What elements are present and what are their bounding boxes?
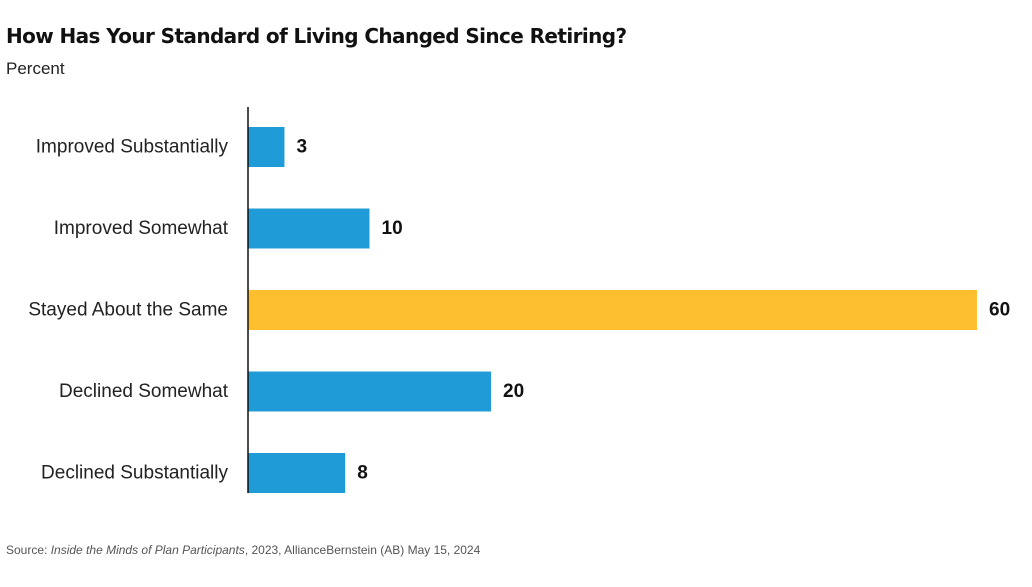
category-label-improved-somewhat: Improved Somewhat — [54, 218, 229, 239]
category-label-improved-substantially: Improved Substantially — [36, 137, 229, 158]
bars — [248, 127, 977, 493]
chart-title: How Has Your Standard of Living Changed … — [6, 24, 627, 48]
chart-subtitle: Percent — [6, 59, 65, 78]
source-publication: Inside the Minds of Plan Participants — [50, 543, 245, 557]
bar-declined-substantially — [248, 453, 346, 493]
source-prefix: Source: — [6, 543, 51, 557]
data-label-improved-somewhat: 10 — [382, 218, 403, 239]
bar-declined-somewhat — [248, 371, 491, 412]
data-label-stayed-about-the-same: 60 — [989, 300, 1010, 321]
source-suffix: , 2023, AllianceBernstein (AB) May 15, 2… — [244, 543, 481, 557]
bar-improved-substantially — [248, 127, 285, 167]
data-label-declined-somewhat: 20 — [503, 381, 524, 402]
bar-improved-somewhat — [248, 208, 370, 249]
category-label-stayed-about-the-same: Stayed About the Same — [28, 300, 228, 321]
category-label-declined-substantially: Declined Substantially — [41, 463, 228, 484]
data-labels: 3 10 60 20 8 — [296, 137, 1010, 484]
data-label-declined-substantially: 8 — [357, 463, 368, 484]
data-label-improved-substantially: 3 — [296, 137, 307, 158]
category-labels: Improved Substantially Improved Somewhat S… — [28, 137, 228, 484]
bar-stayed-about-the-same — [248, 290, 977, 330]
category-label-declined-somewhat: Declined Somewhat — [59, 381, 229, 402]
source-note: Source: Inside the Minds of Plan Partici… — [6, 543, 480, 557]
